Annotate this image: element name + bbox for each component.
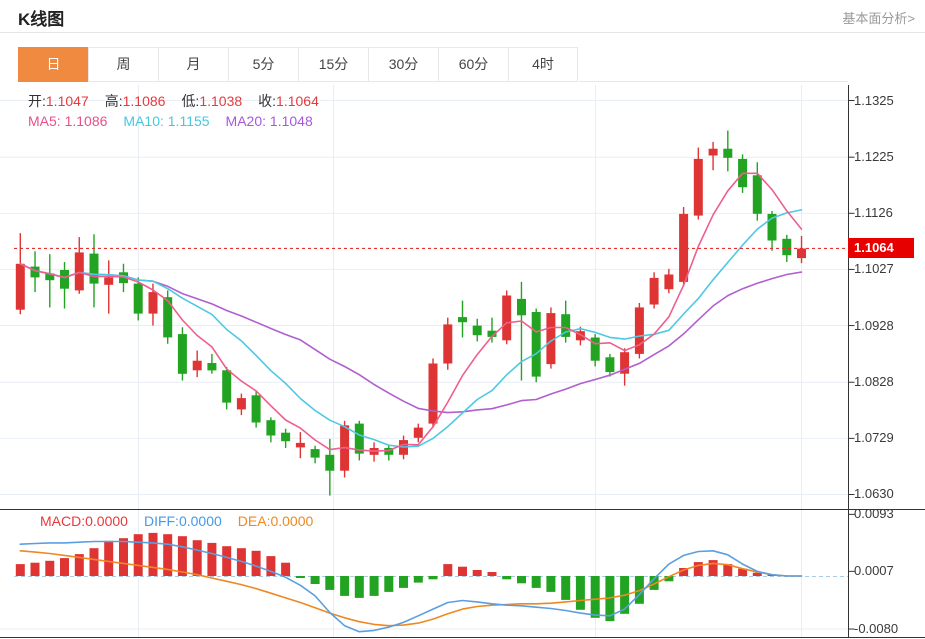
- legend-item: DEA:0.0000: [237, 513, 314, 529]
- ohlc-legend: 开:1.1047 高:1.1086 低:1.1038 收:1.1064: [28, 91, 335, 111]
- tab-30分[interactable]: 30分: [368, 47, 438, 82]
- legend-item: 高:1.1086: [104, 93, 166, 109]
- tab-60分[interactable]: 60分: [438, 47, 508, 82]
- page-title: K线图: [18, 10, 65, 29]
- price-axis-label: 1.1225: [854, 149, 894, 165]
- legend-item: MA20: 1.1048: [225, 113, 313, 129]
- macd-legend: MACD:0.0000 DIFF:0.0000 DEA:0.0000: [40, 513, 329, 529]
- price-axis-label: 1.1027: [854, 261, 894, 277]
- price-axis-label: 1.0729: [854, 430, 894, 446]
- tab-4时[interactable]: 4时: [508, 47, 578, 82]
- header-divider: [0, 32, 925, 33]
- tab-15分[interactable]: 15分: [298, 47, 368, 82]
- price-axis-label: 1.1126: [854, 205, 893, 221]
- legend-item: DIFF:0.0000: [143, 513, 222, 529]
- macd-axis-label: -0.0080: [854, 621, 899, 637]
- price-axis-label: 1.1325: [854, 92, 894, 108]
- tab-周[interactable]: 周: [88, 47, 158, 82]
- tab-月[interactable]: 月: [158, 47, 228, 82]
- price-axis-label: 1.0828: [854, 374, 894, 390]
- macd-axis-label: 0.0093: [854, 506, 894, 522]
- legend-item: MA10: 1.1155: [123, 113, 210, 129]
- price-axis-label: 1.0630: [854, 486, 894, 502]
- legend-item: MA5: 1.1086: [28, 113, 108, 129]
- legend-item: 低:1.1038: [181, 93, 243, 109]
- tab-5分[interactable]: 5分: [228, 47, 298, 82]
- ma-legend: MA5: 1.1086 MA10: 1.1155 MA20: 1.1048: [28, 113, 329, 129]
- tabbar-baseline: [579, 81, 848, 82]
- legend-item: MACD:0.0000: [40, 513, 128, 529]
- period-tabbar: 日周月 5分 15分 30分 60分 4时: [18, 47, 578, 82]
- fundamental-analysis-link[interactable]: 基本面分析>: [842, 11, 915, 26]
- macd-axis-label: 0.0007: [854, 563, 894, 579]
- tab-日[interactable]: 日: [18, 47, 88, 82]
- legend-item: 收:1.1064: [258, 93, 319, 109]
- price-axis-label: 1.0928: [854, 317, 894, 333]
- current-price-badge: 1.1064: [848, 238, 914, 259]
- legend-item: 开:1.1047: [28, 93, 89, 109]
